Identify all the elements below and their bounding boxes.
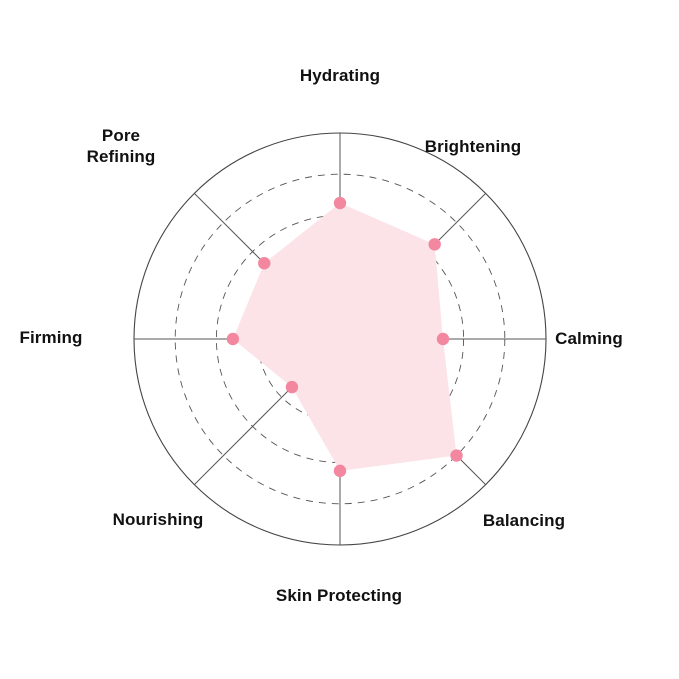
axis-label-hydrating: Hydrating (299, 66, 381, 85)
data-point-balancing (450, 449, 463, 462)
data-point-skin-protecting (333, 464, 347, 478)
data-point-firming (226, 332, 240, 346)
axis-label-brightening: Brightening (424, 137, 522, 156)
data-point-brightening (428, 238, 441, 251)
axis-label-nourishing: Nourishing (112, 510, 204, 529)
data-point-pore-refining (258, 257, 271, 270)
axis-label-firming: Firming (19, 328, 83, 347)
data-point-calming (436, 332, 450, 346)
axis-label-pore-refining: Pore Refining (86, 126, 156, 166)
series-area-polygon (232, 203, 457, 471)
series-markers-group (226, 196, 463, 478)
axis-label-balancing: Balancing (482, 511, 566, 530)
data-point-nourishing (285, 380, 299, 394)
axis-label-skin-protecting: Skin Protecting (275, 586, 403, 605)
data-point-hydrating (333, 196, 347, 210)
series-area-group (232, 203, 457, 471)
axis-label-calming: Calming (555, 329, 623, 348)
